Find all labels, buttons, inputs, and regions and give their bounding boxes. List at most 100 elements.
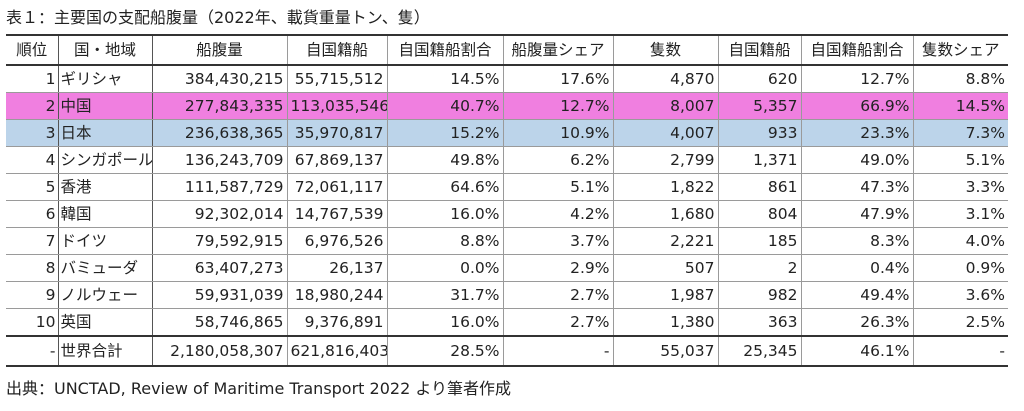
cell-national-dwt: 35,970,817: [287, 119, 388, 147]
cell-national-ships: 5,357: [718, 92, 802, 120]
cell-country: ドイツ: [58, 227, 153, 255]
table-body: 1 ギリシャ 384,430,215 55,715,512 14.5% 17.6% 4,87…: [6, 64, 1008, 367]
cell-national-ships: 982: [718, 281, 802, 309]
cell-ships-share: 4.0%: [913, 227, 1008, 255]
cell-national-ships: 933: [718, 119, 802, 147]
table-caption: 表１：主要国の支配船腹量（2022年、載貨重量トン、隻）: [6, 8, 430, 27]
cell-ships-share: 14.5%: [913, 92, 1008, 120]
cell-national-ships-pct: 47.9%: [801, 200, 914, 228]
cell-national-ships: 2: [718, 254, 802, 282]
cell-ships-share: -: [913, 335, 1008, 367]
cell-dwt-share: 6.2%: [503, 146, 614, 174]
cell-national-ships: 363: [718, 308, 802, 337]
cell-dwt-share: 2.9%: [503, 254, 614, 282]
table-row: 9 ノルウェー 59,931,039 18,980,244 31.7% 2.7% 1,987…: [6, 281, 1008, 309]
cell-country: 日本: [58, 119, 153, 147]
cell-ships: 4,870: [613, 64, 719, 93]
cell-country: 英国: [58, 308, 153, 337]
cell-ships-share: 2.5%: [913, 308, 1008, 337]
cell-rank: 8: [6, 254, 59, 282]
cell-rank: 2: [6, 92, 59, 120]
cell-dwt: 111,587,729: [152, 173, 288, 201]
cell-rank: 5: [6, 173, 59, 201]
cell-national-ships: 185: [718, 227, 802, 255]
cell-national-ships-pct: 49.0%: [801, 146, 914, 174]
header-national-dwt-pct: 自国籍船割合: [387, 34, 504, 66]
cell-rank: 3: [6, 119, 59, 147]
cell-dwt-share: 10.9%: [503, 119, 614, 147]
cell-national-dwt: 113,035,546: [287, 92, 388, 120]
cell-ships: 1,680: [613, 200, 719, 228]
cell-national-ships-pct: 12.7%: [801, 64, 914, 93]
cell-dwt: 236,638,365: [152, 119, 288, 147]
cell-national-dwt-pct: 14.5%: [387, 64, 504, 93]
cell-dwt-share: 3.7%: [503, 227, 614, 255]
cell-dwt-share: 5.1%: [503, 173, 614, 201]
cell-national-dwt-pct: 16.0%: [387, 308, 504, 337]
cell-rank: 1: [6, 64, 59, 93]
table-row: 5 香港 111,587,729 72,061,117 64.6% 5.1% 1,822 86…: [6, 173, 1008, 201]
cell-national-dwt-pct: 16.0%: [387, 200, 504, 228]
cell-national-dwt-pct: 49.8%: [387, 146, 504, 174]
table-row: 7 ドイツ 79,592,915 6,976,526 8.8% 3.7% 2,221 185 8…: [6, 227, 1008, 255]
cell-national-ships: 861: [718, 173, 802, 201]
cell-ships-share: 8.8%: [913, 64, 1008, 93]
cell-rank: 7: [6, 227, 59, 255]
fleet-ownership-table: 順位 国・地域 船腹量 自国籍船 自国籍船割合 船腹量シェア 隻数 自国籍船 自…: [6, 34, 1008, 367]
table-row: 8 バミューダ 63,407,273 26,137 0.0% 2.9% 507 2 0.4% 0.…: [6, 254, 1008, 282]
cell-country: シンガポール: [58, 146, 153, 174]
cell-dwt: 2,180,058,307: [152, 335, 288, 367]
cell-ships-share: 3.1%: [913, 200, 1008, 228]
header-national-dwt: 自国籍船: [287, 34, 388, 66]
header-rank: 順位: [6, 34, 59, 66]
cell-national-ships: 25,345: [718, 335, 802, 367]
cell-national-dwt: 621,816,403: [287, 335, 388, 367]
table-row: 10 英国 58,746,865 9,376,891 16.0% 2.7% 1,380 363…: [6, 308, 1008, 337]
cell-dwt-share: 4.2%: [503, 200, 614, 228]
cell-national-ships-pct: 46.1%: [801, 335, 914, 367]
cell-country: 韓国: [58, 200, 153, 228]
cell-national-dwt: 18,980,244: [287, 281, 388, 309]
cell-dwt: 79,592,915: [152, 227, 288, 255]
header-national-ships-pct: 自国籍船割合: [801, 34, 914, 66]
cell-national-dwt: 9,376,891: [287, 308, 388, 337]
cell-national-ships: 804: [718, 200, 802, 228]
cell-ships: 55,037: [613, 335, 719, 367]
source-note: 出典：UNCTAD, Review of Maritime Transport …: [6, 379, 512, 398]
table-row: - 世界合計 2,180,058,307 621,816,403 28.5% -55,03…: [6, 335, 1008, 367]
cell-rank: 9: [6, 281, 59, 309]
cell-ships-share: 3.6%: [913, 281, 1008, 309]
cell-national-dwt-pct: 8.8%: [387, 227, 504, 255]
cell-national-dwt-pct: 28.5%: [387, 335, 504, 367]
table-row: 6 韓国 92,302,014 14,767,539 16.0% 4.2% 1,680 804…: [6, 200, 1008, 228]
cell-ships: 2,799: [613, 146, 719, 174]
header-national-ships: 自国籍船: [718, 34, 802, 66]
table-row: 1 ギリシャ 384,430,215 55,715,512 14.5% 17.6% 4,87…: [6, 64, 1008, 93]
cell-ships-share: 5.1%: [913, 146, 1008, 174]
cell-national-ships-pct: 8.3%: [801, 227, 914, 255]
cell-country: 中国: [58, 92, 153, 120]
cell-national-dwt-pct: 64.6%: [387, 173, 504, 201]
cell-ships: 8,007: [613, 92, 719, 120]
cell-rank: 6: [6, 200, 59, 228]
table-row: 2 中国 277,843,335 113,035,546 40.7% 12.7% 8,007…: [6, 92, 1008, 120]
cell-country: 香港: [58, 173, 153, 201]
cell-national-ships: 1,371: [718, 146, 802, 174]
cell-dwt: 136,243,709: [152, 146, 288, 174]
cell-national-dwt-pct: 0.0%: [387, 254, 504, 282]
cell-ships-share: 7.3%: [913, 119, 1008, 147]
cell-country: バミューダ: [58, 254, 153, 282]
cell-dwt-share: 17.6%: [503, 64, 614, 93]
cell-national-ships-pct: 0.4%: [801, 254, 914, 282]
table-row: 4 シンガポール 136,243,709 67,869,137 49.8% 6.2% 2,7…: [6, 146, 1008, 174]
header-ships: 隻数: [613, 34, 719, 66]
cell-dwt-share: 2.7%: [503, 281, 614, 309]
cell-rank: -: [6, 335, 59, 367]
cell-dwt-share: 12.7%: [503, 92, 614, 120]
cell-ships-share: 3.3%: [913, 173, 1008, 201]
cell-dwt: 58,746,865: [152, 308, 288, 337]
header-dwt: 船腹量: [152, 34, 288, 66]
cell-ships: 2,221: [613, 227, 719, 255]
cell-national-dwt: 67,869,137: [287, 146, 388, 174]
cell-dwt: 63,407,273: [152, 254, 288, 282]
